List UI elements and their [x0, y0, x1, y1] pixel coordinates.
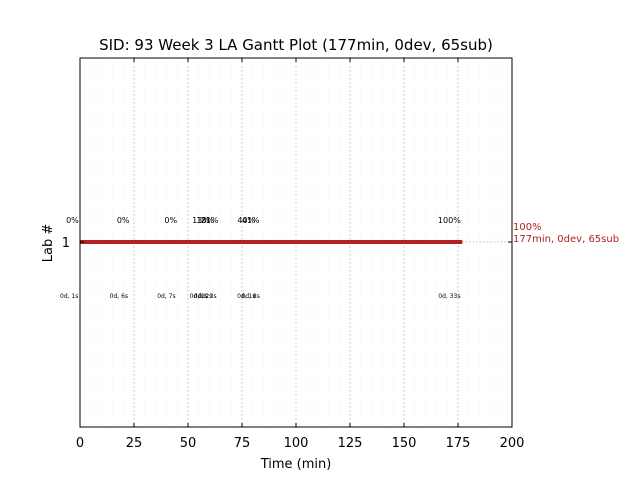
x-tick-label: 25	[126, 436, 143, 451]
end-annotation-percent: 100%	[513, 222, 542, 233]
duration-label: 0d, 7s	[157, 293, 175, 300]
x-tick-label: 0	[76, 436, 84, 451]
duration-label: 0d, 1s	[237, 293, 255, 300]
x-axis-label: Time (min)	[260, 457, 332, 472]
x-tick-label: 75	[234, 436, 251, 451]
end-annotation-summary: 177min, 0dev, 65sub	[513, 234, 619, 245]
chart-title: SID: 93 Week 3 LA Gantt Plot (177min, 0d…	[99, 36, 493, 54]
duration-label: 0d, 6s	[110, 293, 128, 300]
axis-layer: 0 25 50 75 100 125 150 175 200 1	[62, 58, 525, 451]
percent-label: 13%	[192, 216, 210, 225]
percent-label: 41%	[242, 216, 260, 225]
x-tick-label: 50	[180, 436, 197, 451]
percent-label: 0%	[117, 216, 130, 225]
percent-label: 100%	[438, 216, 461, 225]
x-tick-label: 200	[500, 436, 525, 451]
percent-label: 21%	[201, 216, 219, 225]
duration-label: 0d, 1s	[60, 293, 78, 300]
y-axis-label: Lab #	[41, 224, 56, 263]
x-tick-label: 175	[446, 436, 471, 451]
duration-label: 0d, 33s	[438, 293, 460, 300]
x-tick-label: 125	[338, 436, 363, 451]
percent-label: 0%	[66, 216, 79, 225]
duration-label: 0d, 3s	[198, 293, 216, 300]
duration-label: 0d, 8s	[241, 293, 259, 300]
percent-label: 0%	[164, 216, 177, 225]
duration-label: 0d, 2s	[194, 293, 212, 300]
percent-label: 40%	[237, 216, 255, 225]
percent-label: 18%	[196, 216, 214, 225]
mark-layer: 0% 0% 0% 13%18%21% 40%41% 100% 0d, 1s 0d, 6s 0d,…	[60, 216, 619, 300]
duration-label: 0d, 1s	[190, 293, 208, 300]
x-tick-label: 150	[392, 436, 417, 451]
y-tick-label: 1	[62, 236, 70, 251]
x-tick-label: 100	[284, 436, 309, 451]
